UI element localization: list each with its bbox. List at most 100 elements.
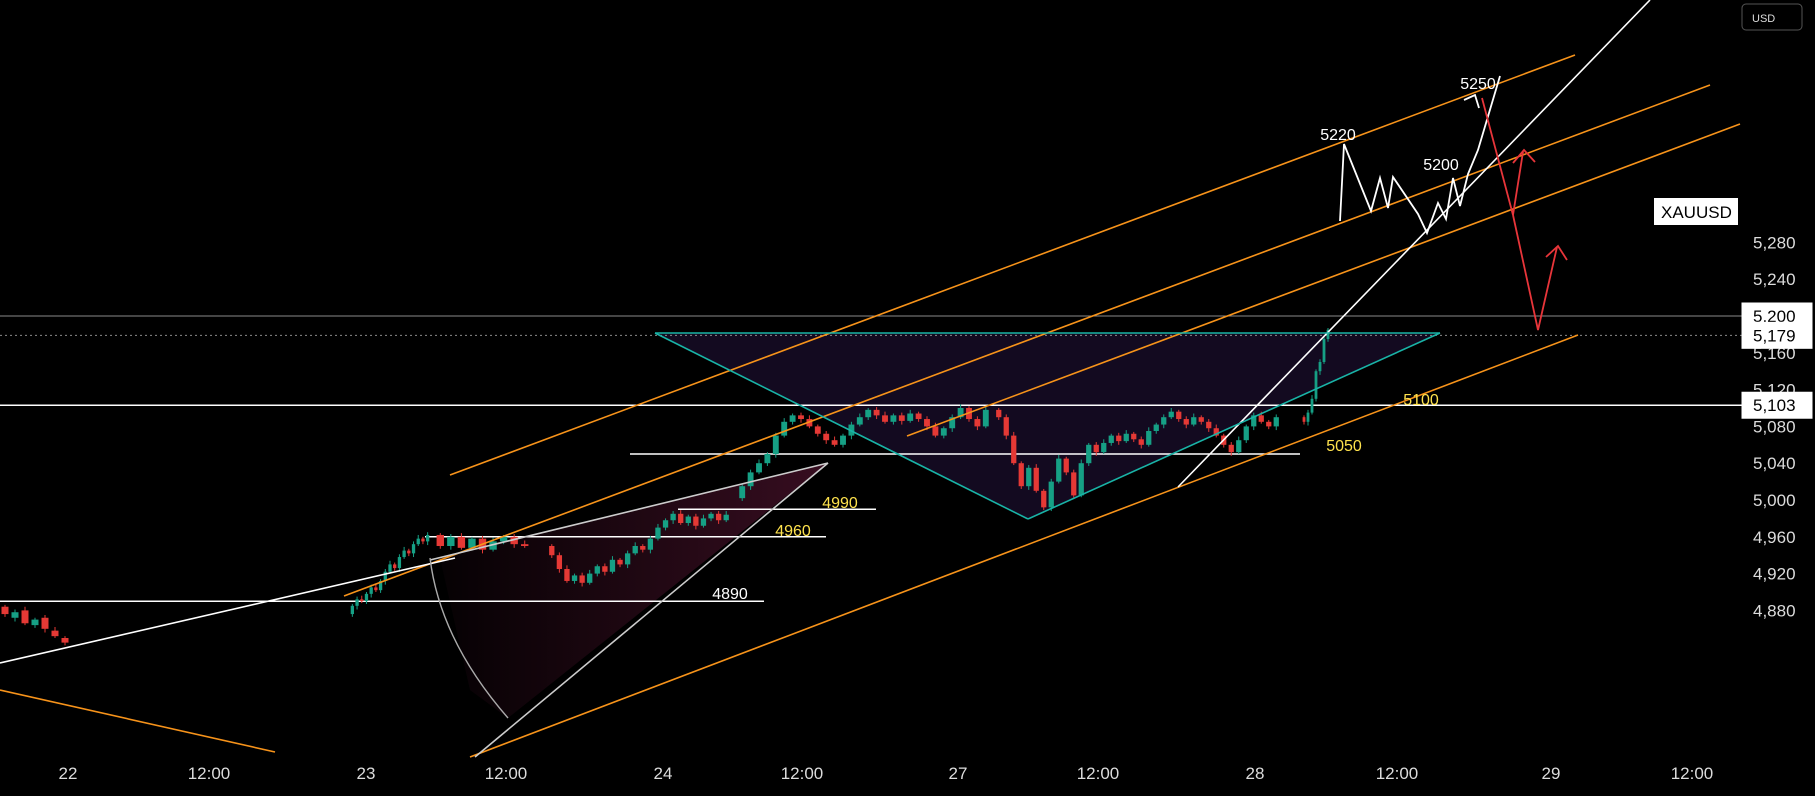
y-tick-label: 4,880 bbox=[1753, 601, 1796, 620]
candle-body bbox=[840, 435, 846, 445]
x-tick-label: 28 bbox=[1246, 764, 1265, 783]
candle-body bbox=[1176, 411, 1182, 420]
candle-body bbox=[1183, 419, 1189, 425]
projection-label-5250: 5250 bbox=[1460, 76, 1496, 93]
candle-body bbox=[873, 409, 880, 416]
candle-body bbox=[814, 426, 821, 434]
candle-body bbox=[1056, 458, 1062, 482]
currency-badge[interactable]: USD bbox=[1741, 3, 1803, 31]
candle-body bbox=[798, 415, 804, 420]
candle-body bbox=[1086, 444, 1092, 464]
candle-body bbox=[1243, 426, 1249, 441]
level-label-4990: 4990 bbox=[822, 495, 858, 512]
x-tick-label: 12:00 bbox=[781, 764, 824, 783]
candle-body bbox=[1314, 371, 1318, 399]
candle-body bbox=[662, 520, 669, 528]
candle-body bbox=[700, 518, 707, 526]
candle-body bbox=[436, 534, 444, 546]
price-label-5179: 5,179 bbox=[1741, 321, 1813, 349]
x-tick-label: 12:00 bbox=[485, 764, 528, 783]
candle-body bbox=[974, 419, 981, 427]
plot-area[interactable]: 5100 5050 4990 4960 4890 5220 5200 5250 bbox=[0, 0, 1742, 758]
price-label-text: 5,103 bbox=[1753, 396, 1796, 415]
candle-body bbox=[1251, 415, 1257, 427]
candle-body bbox=[411, 544, 416, 554]
candle-body bbox=[996, 409, 1002, 418]
candle-body bbox=[1322, 339, 1326, 362]
candle-body bbox=[556, 555, 563, 569]
candle-body bbox=[1306, 412, 1310, 422]
price-label-text: 5,200 bbox=[1753, 307, 1796, 326]
x-tick-label: 27 bbox=[949, 764, 968, 783]
channel-line-3 bbox=[906, 123, 1741, 437]
candle-body bbox=[781, 421, 788, 436]
y-tick-label: 5,080 bbox=[1753, 417, 1796, 436]
candle-body bbox=[355, 599, 359, 606]
red-projection-2 bbox=[1512, 214, 1558, 331]
candle-body bbox=[715, 513, 722, 521]
pattern-right-line bbox=[1027, 332, 1441, 520]
candle-body bbox=[1168, 411, 1174, 418]
candle-body bbox=[1018, 463, 1024, 487]
candle-body bbox=[579, 575, 585, 583]
candle-body bbox=[647, 538, 654, 550]
candle-body bbox=[739, 486, 746, 499]
time-axis[interactable]: 22 12:00 23 12:00 24 12:00 27 12:00 28 12:00 29 12:… bbox=[59, 764, 1714, 783]
candle-body bbox=[1191, 417, 1197, 425]
candle-body bbox=[602, 566, 608, 572]
price-axis[interactable]: 5,2805,2405,2005,1605,1205,0805,0405,000… bbox=[1654, 3, 1813, 620]
candle-body bbox=[856, 417, 863, 425]
y-tick-label: 4,960 bbox=[1753, 528, 1796, 547]
candle-body bbox=[407, 550, 411, 554]
wedge-lower-line bbox=[474, 462, 829, 758]
candle-body bbox=[402, 550, 406, 558]
candle-body bbox=[369, 587, 373, 594]
candle-body bbox=[1161, 417, 1167, 425]
candle-body bbox=[594, 566, 600, 574]
candle-body bbox=[907, 413, 914, 421]
candle-body bbox=[1131, 433, 1137, 440]
y-tick-label: 5,280 bbox=[1753, 233, 1796, 252]
x-tick-label: 12:00 bbox=[1376, 764, 1419, 783]
y-tick-label: 5,240 bbox=[1753, 270, 1796, 289]
price-label-text: 5,179 bbox=[1753, 326, 1796, 345]
candle-body bbox=[1153, 424, 1159, 431]
candle-body bbox=[1, 606, 9, 615]
candle-body bbox=[1213, 428, 1219, 436]
projection-label-5220: 5220 bbox=[1320, 127, 1356, 144]
y-tick-label: 5,000 bbox=[1753, 491, 1796, 510]
candle-body bbox=[1302, 417, 1306, 422]
candle-body bbox=[397, 557, 402, 569]
inverse-hs-fill bbox=[655, 333, 1440, 519]
horizontal-levels bbox=[0, 315, 1742, 602]
candle-body bbox=[1071, 472, 1077, 496]
projection-arrow-head bbox=[1463, 93, 1480, 109]
candle-body bbox=[789, 415, 796, 422]
candle-body bbox=[1206, 421, 1212, 429]
candle-body bbox=[632, 546, 638, 554]
candle-body bbox=[1138, 439, 1144, 445]
candle-body bbox=[617, 559, 623, 565]
symbol-label-text: XAUUSD bbox=[1661, 203, 1732, 222]
red-arrow-head-1 bbox=[1512, 148, 1536, 164]
steep-trendline bbox=[1177, 0, 1651, 488]
candle-body bbox=[949, 417, 956, 429]
candle-body bbox=[1026, 467, 1032, 487]
candle-body bbox=[1078, 463, 1084, 496]
level-label-5050: 5050 bbox=[1326, 438, 1362, 455]
pattern-fills bbox=[440, 333, 1440, 718]
candle-body bbox=[21, 610, 29, 624]
candle-body bbox=[416, 538, 420, 545]
candle-body bbox=[1146, 431, 1152, 445]
pattern-left-line bbox=[654, 332, 1029, 520]
candle-body bbox=[510, 536, 518, 545]
projection-label-5200: 5200 bbox=[1423, 157, 1459, 174]
y-tick-label: 4,920 bbox=[1753, 565, 1796, 584]
price-label-box bbox=[1741, 321, 1813, 349]
candle-body bbox=[831, 440, 838, 445]
candle-body bbox=[521, 544, 529, 546]
level-label-5100: 5100 bbox=[1403, 392, 1439, 409]
symbol-label: XAUUSD bbox=[1654, 198, 1738, 225]
candle-body bbox=[957, 408, 964, 418]
